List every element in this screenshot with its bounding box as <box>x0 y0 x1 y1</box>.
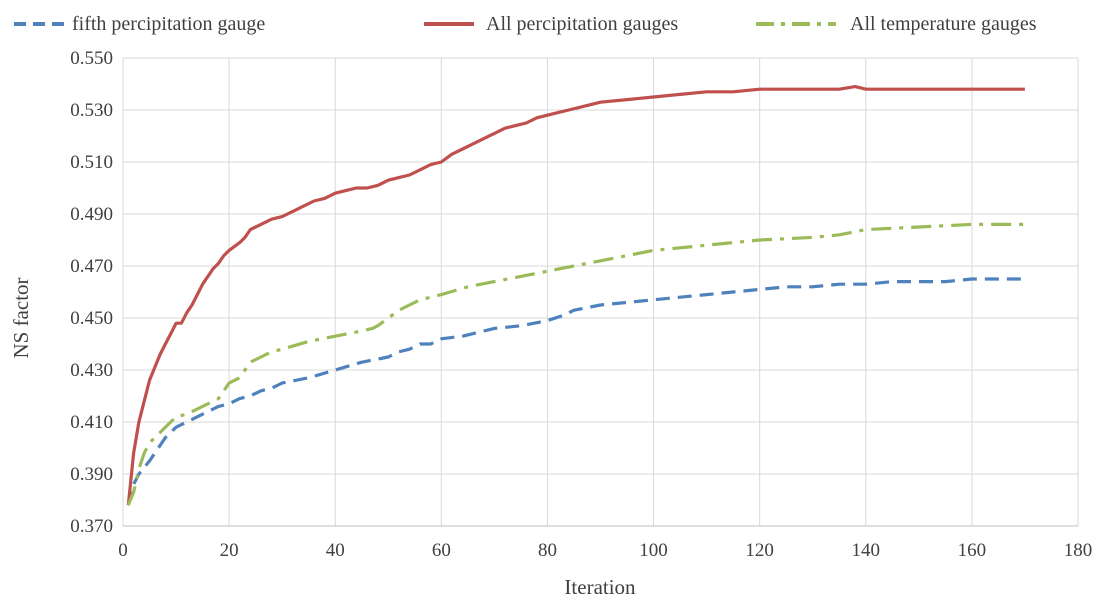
y-tick-label: 0.490 <box>70 204 113 225</box>
series-line-1 <box>126 84 1025 506</box>
x-tick-label: 40 <box>326 540 345 561</box>
y-tick-label: 0.430 <box>70 360 113 381</box>
series-lines <box>126 84 1025 506</box>
x-tick-label: 140 <box>852 540 881 561</box>
y-tick-label: 0.370 <box>70 516 113 537</box>
x-tick-label: 160 <box>958 540 987 561</box>
x-tick-label: 180 <box>1064 540 1093 561</box>
x-axis-title: Iteration <box>564 575 636 599</box>
y-tick-labels: 0.370 0.390 0.410 0.430 0.450 0.470 0.490 0.510… <box>70 48 113 537</box>
y-tick-label: 0.530 <box>70 100 113 121</box>
y-tick-label: 0.390 <box>70 464 113 485</box>
x-tick-label: 80 <box>538 540 557 561</box>
series-line-2 <box>126 222 1025 506</box>
legend: fifth percipitation gauge All percipitat… <box>14 13 1037 35</box>
x-tick-label: 0 <box>118 540 128 561</box>
x-tick-label: 120 <box>745 540 774 561</box>
x-tick-labels: 0 20 40 60 80 100 120 140 160 180 <box>118 540 1092 561</box>
x-tick-label: 60 <box>432 540 451 561</box>
legend-label-all-precip: All percipitation gauges <box>486 13 678 35</box>
x-tick-label: 100 <box>639 540 668 561</box>
series-line-0 <box>126 277 1025 506</box>
y-tick-label: 0.450 <box>70 308 113 329</box>
y-axis-title: NS factor <box>9 277 33 358</box>
y-tick-label: 0.510 <box>70 152 113 173</box>
y-tick-label: 0.410 <box>70 412 113 433</box>
legend-label-all-temp: All temperature gauges <box>850 13 1037 35</box>
legend-label-fifth: fifth percipitation gauge <box>72 13 265 35</box>
grid-lines <box>122 57 1079 527</box>
x-tick-label: 20 <box>220 540 239 561</box>
y-tick-label: 0.550 <box>70 48 113 69</box>
y-tick-label: 0.470 <box>70 256 113 277</box>
